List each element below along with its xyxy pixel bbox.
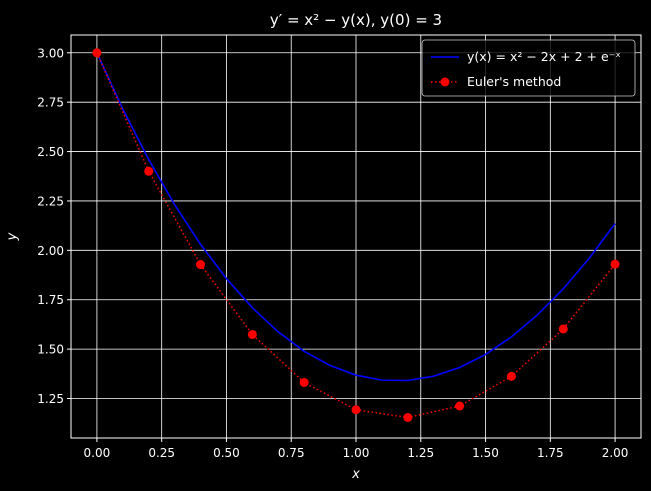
x-tick-label: 0.25 [148, 446, 175, 460]
euler-point [299, 377, 309, 387]
y-tick-label: 1.25 [37, 392, 64, 406]
legend-box [421, 39, 636, 97]
euler-point [455, 401, 465, 411]
euler-point [247, 329, 257, 339]
x-axis-label: x [351, 467, 360, 482]
chart-title: y′ = x² − y(x), y(0) = 3 [270, 11, 442, 29]
euler-point [610, 259, 620, 269]
euler-point [351, 405, 361, 415]
euler-point [196, 260, 206, 270]
legend: y(x) = x² − 2x + 2 + e⁻ˣ Euler's method [421, 39, 636, 97]
y-tick-label: 1.75 [37, 293, 64, 307]
y-tick-label: 2.75 [37, 96, 64, 110]
x-tick-label: 0.00 [84, 446, 111, 460]
y-axis-label: y [5, 232, 20, 241]
ticks: 0.00 0.25 0.50 0.75 1.00 1.25 1.50 1.75 2.00 1.25… [37, 46, 628, 460]
legend-label-euler: Euler's method [467, 74, 561, 89]
x-tick-label: 2.00 [602, 446, 629, 460]
grid [71, 35, 641, 438]
y-tick-label: 2.25 [37, 194, 64, 208]
x-tick-label: 1.25 [407, 446, 434, 460]
x-tick-label: 1.75 [537, 446, 564, 460]
euler-point [92, 48, 102, 58]
euler-point [144, 166, 154, 176]
euler-point [403, 412, 413, 422]
euler-point [558, 324, 568, 334]
y-tick-label: 3.00 [37, 46, 64, 60]
legend-label-exact: y(x) = x² − 2x + 2 + e⁻ˣ [467, 49, 621, 64]
x-tick-label: 0.50 [213, 446, 240, 460]
x-tick-label: 1.00 [343, 446, 370, 460]
x-tick-label: 1.50 [472, 446, 499, 460]
euler-point [506, 371, 516, 381]
y-tick-label: 1.50 [37, 343, 64, 357]
y-tick-label: 2.50 [37, 145, 64, 159]
series-layer [92, 48, 620, 422]
x-tick-label: 0.75 [278, 446, 305, 460]
legend-marker-euler [440, 77, 450, 87]
y-tick-label: 2.00 [37, 244, 64, 258]
series-line-exact [96, 52, 616, 382]
